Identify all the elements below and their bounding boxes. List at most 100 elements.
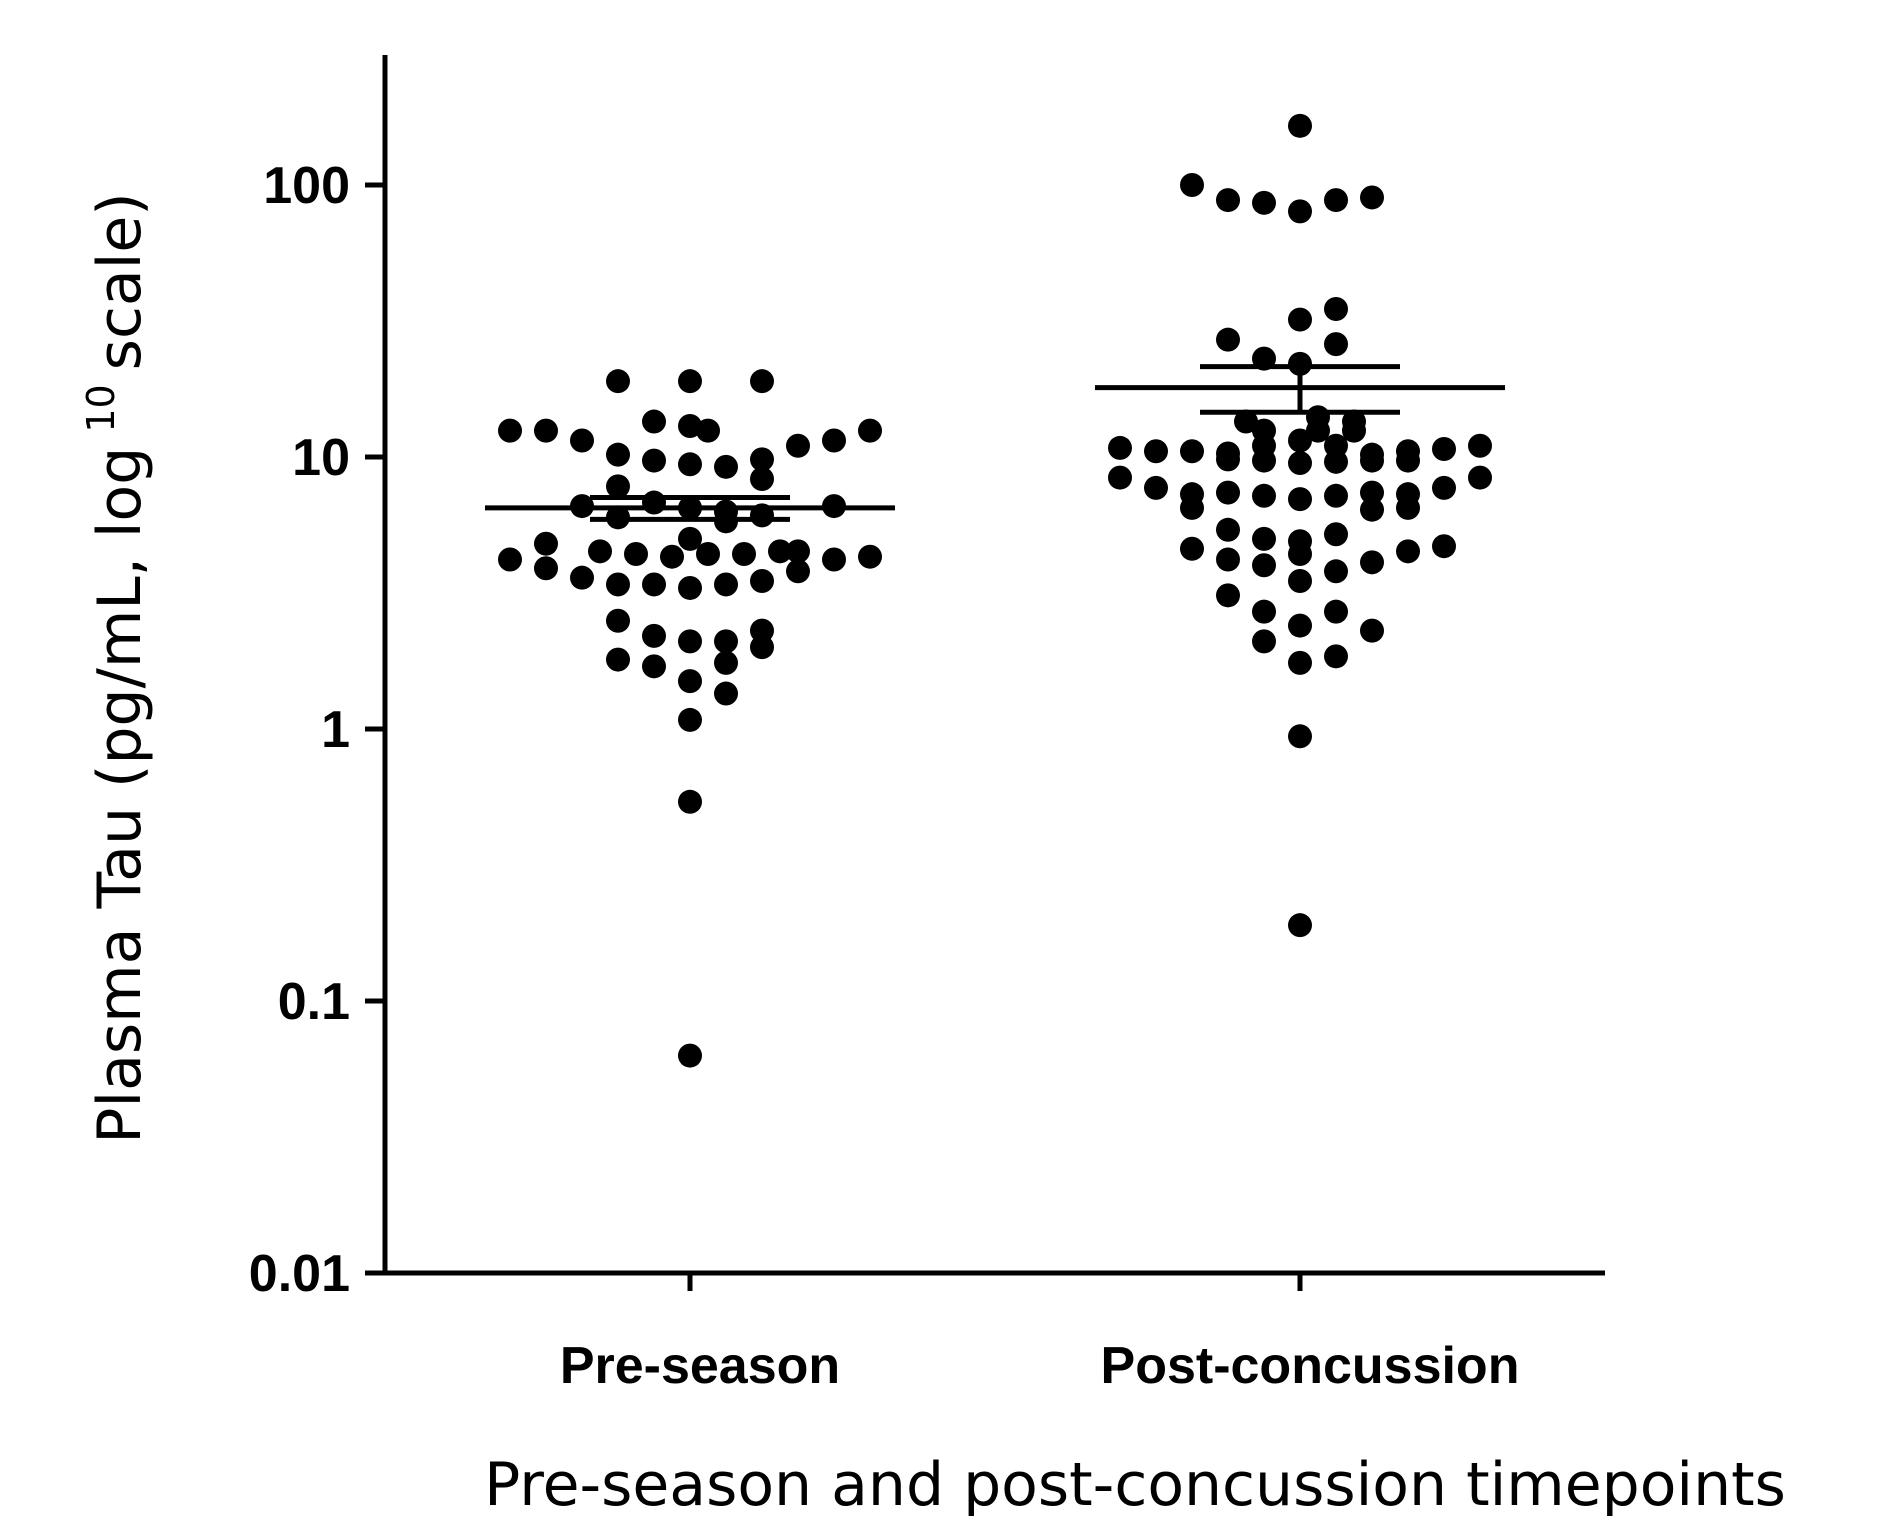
data-point [1396, 495, 1420, 520]
data-point [1288, 307, 1312, 332]
y-tick-label: 0.1 [278, 973, 350, 1031]
data-point [1234, 409, 1258, 434]
y-axis-title-end: scale) [85, 192, 155, 370]
data-point [750, 618, 774, 643]
data-point [1360, 448, 1384, 473]
data-point [1324, 449, 1348, 474]
data-point [714, 572, 738, 597]
data-point [822, 428, 846, 453]
data-point [750, 569, 774, 594]
data-point [1252, 553, 1276, 578]
data-point [1216, 480, 1240, 505]
data-point [1216, 327, 1240, 352]
data-point [1180, 173, 1204, 197]
data-point [642, 490, 666, 515]
y-tick-label: 10 [292, 429, 350, 487]
x-tick-label: Post-concussion [1101, 1337, 1520, 1395]
data-point [1360, 497, 1384, 522]
data-point [1324, 297, 1348, 322]
y-axis: 100 10 1 0.1 0.01 [249, 55, 388, 1303]
data-point [1252, 629, 1276, 654]
data-point [1252, 599, 1276, 624]
data-point [1108, 435, 1132, 460]
data-point [1216, 583, 1240, 608]
y-tick-label: 0.01 [249, 1245, 350, 1303]
mean-sem-bars [485, 364, 1505, 522]
x-tick-label: Pre-season [560, 1337, 840, 1395]
data-point [606, 474, 630, 499]
data-point [606, 647, 630, 672]
y-axis-title-main: Plasma Tau (pg/mL, log [85, 447, 155, 1144]
data-point [1360, 550, 1384, 575]
data-point [606, 442, 630, 467]
data-point [714, 454, 738, 479]
data-point [1468, 465, 1492, 490]
data-point [678, 707, 702, 732]
data-point [1324, 332, 1348, 357]
data-point [1432, 534, 1456, 559]
y-axis-title: Plasma Tau (pg/mL, log 10 scale) [79, 192, 155, 1143]
data-point [696, 418, 720, 443]
data-point [534, 531, 558, 556]
data-point [750, 635, 774, 660]
data-point [786, 539, 810, 564]
data-point [768, 539, 792, 564]
data-point [678, 629, 702, 654]
data-point [1288, 724, 1312, 749]
data-point [570, 428, 594, 453]
data-point [696, 541, 720, 566]
data-point [678, 669, 702, 694]
data-point [1252, 448, 1276, 473]
data-point [750, 447, 774, 472]
data-point [1288, 613, 1312, 638]
data-point [822, 547, 846, 572]
data-point [1288, 451, 1312, 476]
data-point [534, 556, 558, 581]
data-point [714, 681, 738, 706]
data-point [1396, 448, 1420, 473]
data-point [1360, 480, 1384, 505]
data-point [678, 575, 702, 600]
y-ticks: 100 10 1 0.1 0.01 [249, 157, 385, 1303]
data-point [678, 526, 702, 551]
data-point [714, 629, 738, 654]
data-point [1216, 447, 1240, 472]
x-ticks: Pre-season Post-concussion [560, 1273, 1520, 1395]
data-point [750, 369, 774, 394]
data-point [660, 544, 684, 569]
data-point [642, 654, 666, 679]
data-point [1324, 188, 1348, 213]
data-point [1360, 185, 1384, 210]
data-point [606, 608, 630, 633]
data-point [1180, 495, 1204, 520]
data-point [750, 467, 774, 492]
y-tick-label: 1 [321, 701, 350, 759]
data-point [786, 559, 810, 584]
data-point [1288, 569, 1312, 594]
data-point [1288, 541, 1312, 566]
data-point [678, 414, 702, 439]
data-point [498, 547, 522, 572]
data-point [714, 650, 738, 675]
data-point [678, 789, 702, 814]
data-point [1180, 536, 1204, 561]
data-point [1396, 539, 1420, 564]
y-axis-title-superscript: 10 [79, 384, 123, 432]
data-points [498, 113, 1492, 1068]
data-point [1252, 526, 1276, 551]
data-point [1288, 428, 1312, 453]
data-point [606, 572, 630, 597]
data-point [1324, 522, 1348, 547]
data-point [642, 409, 666, 434]
data-point [570, 565, 594, 590]
data-point [1288, 913, 1312, 938]
data-point [1144, 475, 1168, 500]
data-point [642, 572, 666, 597]
data-point [1216, 517, 1240, 542]
data-point [498, 418, 522, 443]
data-point [1252, 483, 1276, 508]
data-point [1288, 650, 1312, 675]
data-point [642, 448, 666, 473]
data-point [1252, 190, 1276, 215]
